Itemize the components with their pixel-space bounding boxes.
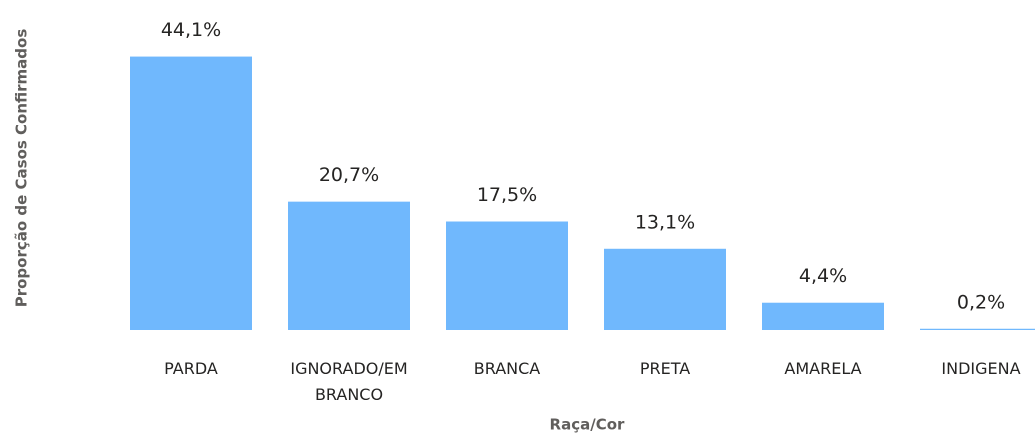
data-label: 0,2% bbox=[957, 291, 1005, 313]
data-label: 20,7% bbox=[319, 164, 379, 186]
data-label: 44,1% bbox=[161, 19, 221, 41]
x-axis-title: Raça/Cor bbox=[550, 416, 625, 434]
data-label: 4,4% bbox=[799, 265, 847, 287]
bar bbox=[288, 201, 410, 330]
x-tick-label: BRANCA bbox=[473, 359, 541, 378]
bar bbox=[446, 221, 568, 330]
x-tick-label: IGNORADO/EM BRANCO bbox=[290, 359, 408, 404]
x-tick-label: INDIGENA bbox=[941, 359, 1021, 378]
bar bbox=[130, 56, 252, 331]
data-label: 17,5% bbox=[477, 184, 537, 206]
y-axis-title: Proporção de Casos Confirmados bbox=[13, 29, 31, 308]
x-tick-label: PARDA bbox=[164, 359, 218, 378]
bar bbox=[604, 248, 726, 330]
x-tick-label: PRETA bbox=[639, 359, 691, 378]
bar bbox=[762, 302, 884, 330]
x-tick-label: AMARELA bbox=[784, 359, 862, 378]
bar bbox=[920, 328, 1035, 330]
data-label: 13,1% bbox=[635, 211, 695, 233]
